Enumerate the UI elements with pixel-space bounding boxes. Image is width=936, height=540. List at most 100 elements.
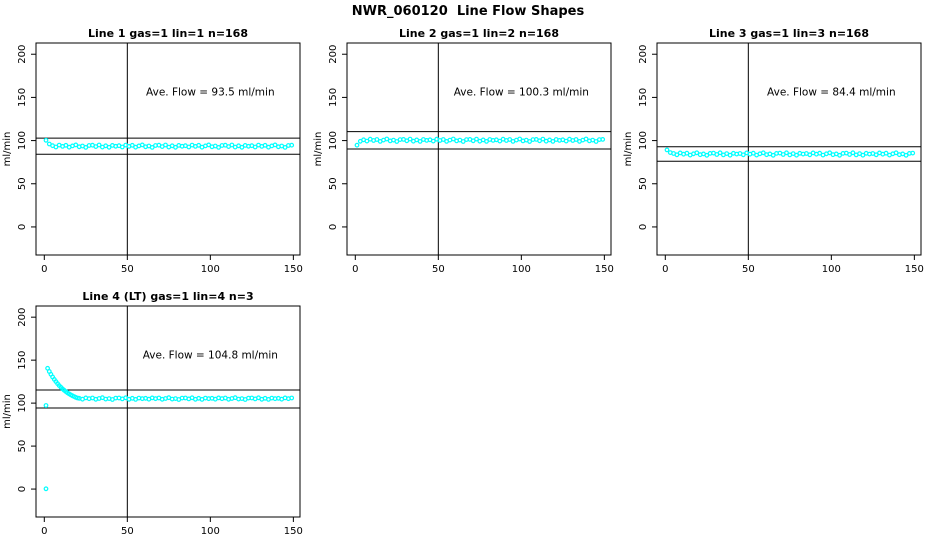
y-tick-label: 0 bbox=[638, 224, 649, 230]
data-point bbox=[873, 152, 879, 158]
y-tick-label: 200 bbox=[17, 308, 28, 327]
data-point bbox=[893, 150, 899, 156]
annotation-ave-flow: Ave. Flow = 104.8 ml/min bbox=[143, 349, 278, 361]
data-point bbox=[262, 142, 268, 148]
x-tick-label: 100 bbox=[512, 264, 531, 275]
data-point bbox=[252, 144, 258, 150]
x-tick-label: 150 bbox=[595, 264, 614, 275]
y-tick-label: 200 bbox=[638, 45, 649, 64]
x-tick-label: 50 bbox=[432, 264, 445, 275]
data-point bbox=[664, 147, 670, 153]
data-point bbox=[354, 142, 360, 148]
data-point bbox=[374, 137, 380, 142]
data-point bbox=[43, 137, 49, 143]
data-point bbox=[817, 150, 823, 156]
subplot-3: 0 50 100 150 0 50 100 150 200 ml/min Line 3 gas=1 … bbox=[623, 27, 924, 275]
subplot-title: Line 1 gas=1 lin=1 n=168 bbox=[88, 27, 248, 40]
data-point bbox=[550, 138, 556, 144]
x-tick-label: 100 bbox=[201, 264, 220, 275]
x-tick-label: 50 bbox=[121, 526, 134, 537]
annotation-ave-flow: Ave. Flow = 100.3 ml/min bbox=[454, 87, 589, 99]
y-tick-label: 0 bbox=[328, 224, 339, 230]
data-point bbox=[517, 136, 523, 142]
data-point bbox=[43, 403, 49, 408]
x-tick-label: 150 bbox=[284, 526, 303, 537]
y-axis-label: ml/min bbox=[623, 132, 634, 167]
data-point bbox=[96, 142, 102, 148]
x-tick-label: 150 bbox=[284, 264, 303, 275]
subplot-2: 0 50 100 150 0 50 100 150 200 ml/min Line 2 gas=1 … bbox=[313, 27, 614, 275]
data-point bbox=[43, 486, 49, 492]
data-point bbox=[417, 138, 423, 144]
data-point bbox=[527, 139, 532, 144]
data-point bbox=[837, 152, 842, 158]
x-tick-label: 100 bbox=[822, 264, 841, 275]
data-point bbox=[717, 150, 723, 156]
data-point bbox=[760, 150, 766, 156]
data-point bbox=[684, 150, 690, 156]
data-point bbox=[497, 138, 503, 144]
data-point bbox=[206, 142, 212, 148]
data-point bbox=[450, 136, 456, 142]
y-tick-label: 50 bbox=[638, 177, 649, 190]
data-point bbox=[827, 150, 833, 156]
data-point bbox=[106, 144, 112, 150]
annotation-ave-flow: Ave. Flow = 84.4 ml/min bbox=[767, 87, 896, 99]
data-point bbox=[600, 136, 606, 142]
x-tick-label: 150 bbox=[905, 264, 924, 275]
data-point bbox=[394, 139, 400, 144]
data-point bbox=[674, 152, 680, 158]
data-point bbox=[216, 144, 222, 150]
data-point bbox=[860, 152, 866, 158]
x-tick-label: 0 bbox=[352, 264, 358, 275]
plot-box bbox=[656, 42, 922, 256]
data-point bbox=[73, 142, 79, 148]
y-tick-label: 50 bbox=[17, 177, 28, 190]
x-tick-label: 0 bbox=[41, 526, 47, 537]
data-point bbox=[289, 142, 295, 148]
annotation-ave-flow: Ave. Flow = 93.5 ml/min bbox=[146, 87, 275, 99]
data-point bbox=[196, 142, 202, 148]
y-tick-label: 0 bbox=[17, 224, 28, 230]
data-point bbox=[573, 137, 579, 142]
data-point bbox=[460, 139, 466, 144]
y-tick-label: 100 bbox=[17, 394, 28, 413]
data-point bbox=[727, 152, 733, 158]
data-point bbox=[507, 137, 513, 142]
data-point bbox=[289, 395, 295, 401]
y-axis-label: ml/min bbox=[2, 132, 13, 167]
data-point bbox=[850, 150, 856, 156]
data-point bbox=[794, 152, 799, 158]
data-point bbox=[364, 138, 370, 144]
y-tick-label: 200 bbox=[17, 45, 28, 64]
data-point bbox=[484, 138, 489, 144]
data-point bbox=[384, 136, 390, 142]
data-point bbox=[430, 138, 436, 144]
y-tick-label: 150 bbox=[328, 88, 339, 107]
data-point bbox=[53, 144, 59, 150]
data-point bbox=[740, 152, 746, 158]
plot-box bbox=[35, 305, 301, 518]
y-tick-label: 150 bbox=[638, 88, 649, 107]
x-tick-label: 100 bbox=[201, 526, 220, 537]
y-tick-label: 0 bbox=[17, 486, 28, 492]
subplot-title: Line 2 gas=1 lin=2 n=168 bbox=[399, 27, 559, 40]
data-point bbox=[149, 144, 155, 150]
data-point bbox=[272, 142, 278, 148]
data-point bbox=[186, 144, 192, 150]
data-point bbox=[903, 152, 909, 158]
y-axis-label: ml/min bbox=[313, 132, 324, 167]
data-point bbox=[129, 142, 135, 148]
subplot-1: 0 50 100 150 0 50 100 150 200 ml/min Line 1 gas=1 … bbox=[2, 27, 303, 275]
y-tick-label: 50 bbox=[17, 440, 28, 453]
data-point bbox=[440, 137, 446, 142]
data-point bbox=[119, 144, 125, 150]
x-tick-label: 0 bbox=[41, 264, 47, 275]
plot-box bbox=[35, 42, 301, 256]
subplot-4: 0 50 100 150 0 50 100 150 200 ml/min Line 4 (LT) g… bbox=[2, 290, 303, 537]
y-tick-label: 100 bbox=[638, 131, 649, 150]
y-tick-label: 150 bbox=[17, 88, 28, 107]
data-point bbox=[784, 150, 789, 156]
